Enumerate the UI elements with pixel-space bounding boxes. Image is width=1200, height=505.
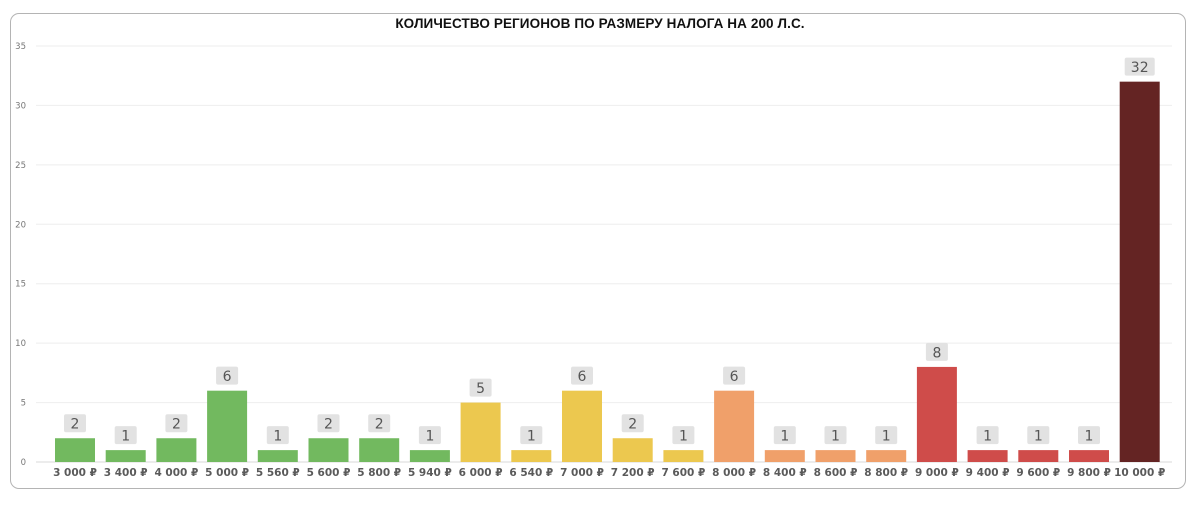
data-label-background (571, 366, 593, 385)
bar (866, 450, 907, 462)
y-tick-label: 35 (15, 42, 26, 52)
bar (257, 450, 298, 462)
data-label-background (824, 426, 847, 445)
data-label: 2 (172, 417, 181, 433)
x-tick-label: 6 540 ₽ (509, 467, 553, 479)
data-label-background (621, 414, 644, 433)
data-label: 1 (425, 429, 434, 445)
data-label: 1 (1034, 429, 1043, 445)
data-label-background (723, 366, 746, 385)
y-tick-label: 25 (15, 161, 26, 171)
data-label-background (773, 426, 796, 445)
data-label-background (1124, 57, 1155, 76)
bar (1069, 450, 1109, 462)
data-label-background (1078, 426, 1100, 445)
data-label-background (216, 366, 239, 385)
x-tick-label: 5 560 ₽ (256, 467, 300, 479)
x-tick-label: 3 400 ₽ (104, 467, 148, 479)
bar (1018, 450, 1059, 462)
data-label: 1 (1085, 429, 1094, 445)
data-label-background (64, 414, 86, 433)
bar (612, 438, 653, 462)
data-label: 1 (831, 429, 840, 445)
data-label-background (418, 426, 441, 445)
data-label: 2 (628, 417, 637, 433)
x-tick-label: 10 000 ₽ (1114, 467, 1165, 479)
data-label-background (672, 426, 695, 445)
x-tick-label: 9 800 ₽ (1067, 467, 1111, 479)
x-tick-label: 9 600 ₽ (1016, 467, 1060, 479)
x-tick-label: 8 600 ₽ (814, 467, 858, 479)
data-label: 6 (730, 369, 739, 385)
chart-title: КОЛИЧЕСТВО РЕГИОНОВ ПО РАЗМЕРУ НАЛОГА НА… (395, 16, 805, 31)
bar (562, 390, 602, 462)
x-tick-label: 5 600 ₽ (307, 467, 351, 479)
x-tick-label: 7 600 ₽ (661, 467, 705, 479)
data-label-background (114, 426, 137, 445)
x-tick-label: 3 000 ₽ (53, 467, 97, 479)
data-label: 8 (932, 345, 941, 361)
data-label: 5 (476, 381, 485, 397)
bar (663, 450, 704, 462)
bar (714, 390, 755, 462)
bar (1119, 81, 1160, 463)
data-label-background (165, 414, 188, 433)
bar (916, 366, 957, 462)
data-label: 1 (780, 429, 789, 445)
x-tick-label: 4 000 ₽ (154, 467, 198, 479)
bar (967, 450, 1008, 462)
data-label-background (368, 414, 391, 433)
bar (511, 450, 552, 462)
data-label-background (469, 378, 492, 397)
data-label-background (266, 426, 289, 445)
data-label-background (1027, 426, 1050, 445)
bar (308, 438, 349, 462)
data-label: 1 (121, 429, 130, 445)
data-label: 6 (578, 369, 587, 385)
data-label-background (976, 426, 999, 445)
x-tick-label: 8 000 ₽ (712, 467, 756, 479)
x-tick-label: 6 000 ₽ (459, 467, 503, 479)
data-label-background (520, 426, 543, 445)
bar (207, 390, 248, 462)
x-tick-label: 5 940 ₽ (408, 467, 452, 479)
bar (105, 450, 146, 462)
x-tick-label: 5 800 ₽ (357, 467, 401, 479)
data-label-background (875, 426, 898, 445)
y-tick-label: 15 (15, 280, 26, 290)
y-tick-label: 30 (15, 101, 26, 111)
bar (409, 450, 450, 462)
data-label: 1 (679, 429, 688, 445)
x-tick-label: 7 200 ₽ (611, 467, 655, 479)
bar (764, 450, 805, 462)
data-label: 2 (324, 417, 333, 433)
x-tick-label: 9 000 ₽ (915, 467, 959, 479)
x-tick-label: 8 800 ₽ (864, 467, 908, 479)
data-label: 1 (882, 429, 891, 445)
bar (156, 438, 197, 462)
y-tick-label: 5 (21, 399, 26, 409)
y-tick-label: 0 (21, 458, 26, 468)
data-label: 1 (273, 429, 282, 445)
data-label: 1 (983, 429, 992, 445)
data-label: 6 (223, 369, 232, 385)
bar (359, 438, 400, 462)
data-label-background (925, 342, 948, 361)
x-tick-label: 7 000 ₽ (560, 467, 604, 479)
data-label: 2 (375, 417, 384, 433)
x-tick-label: 5 000 ₽ (205, 467, 249, 479)
data-label: 2 (71, 417, 80, 433)
y-tick-label: 20 (15, 220, 26, 230)
bar (55, 438, 95, 462)
y-tick-label: 10 (15, 339, 26, 349)
data-label: 32 (1131, 60, 1149, 76)
x-tick-label: 8 400 ₽ (763, 467, 807, 479)
x-tick-label: 9 400 ₽ (966, 467, 1010, 479)
bar (815, 450, 856, 462)
data-label-background (317, 414, 340, 433)
bar (460, 402, 501, 462)
data-label: 1 (527, 429, 536, 445)
